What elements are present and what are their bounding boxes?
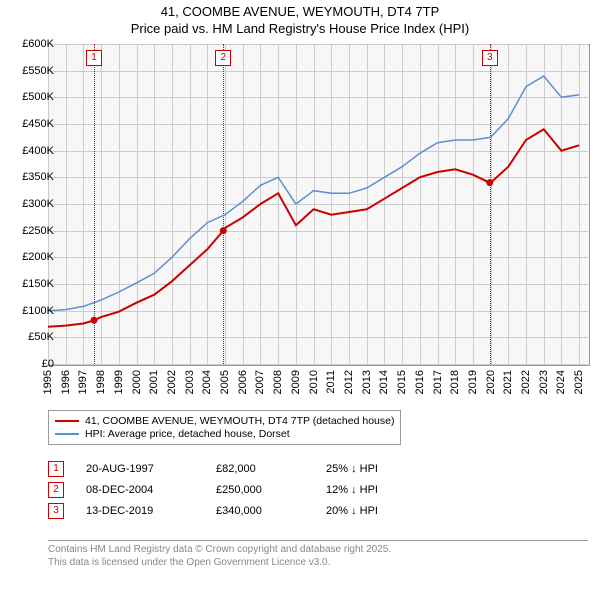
- legend-swatch: [55, 433, 79, 435]
- event-row: 2 08-DEC-2004£250,00012% ↓ HPI: [48, 482, 378, 498]
- chart-area: 1 2 3: [48, 44, 588, 364]
- xtick-label: 1999: [113, 370, 125, 394]
- gridline-h: [48, 364, 588, 365]
- event-marker: 3: [48, 503, 64, 519]
- ytick-label: £0: [42, 358, 54, 370]
- xtick-label: 2019: [467, 370, 479, 394]
- xtick-label: 2025: [573, 370, 585, 394]
- ytick-label: £200K: [22, 251, 54, 263]
- event-date: 08-DEC-2004: [86, 484, 216, 496]
- xtick-label: 2016: [414, 370, 426, 394]
- line-series-svg: [48, 44, 588, 364]
- ytick-label: £350K: [22, 171, 54, 183]
- ytick-label: £600K: [22, 38, 54, 50]
- sale-dot: [91, 317, 98, 324]
- title-subtitle: Price paid vs. HM Land Registry's House …: [0, 21, 600, 36]
- xtick-label: 2003: [184, 370, 196, 394]
- event-row: 3 13-DEC-2019£340,00020% ↓ HPI: [48, 503, 378, 519]
- sale-dot: [220, 227, 227, 234]
- event-row: 1 20-AUG-1997£82,00025% ↓ HPI: [48, 461, 378, 477]
- sale-marker-box: 3: [482, 50, 498, 66]
- legend-label: 41, COOMBE AVENUE, WEYMOUTH, DT4 7TP (de…: [85, 415, 394, 427]
- event-date: 20-AUG-1997: [86, 463, 216, 475]
- ytick-label: £550K: [22, 65, 54, 77]
- series-hpi: [48, 76, 579, 311]
- title-block: 41, COOMBE AVENUE, WEYMOUTH, DT4 7TP Pri…: [0, 0, 600, 36]
- legend: 41, COOMBE AVENUE, WEYMOUTH, DT4 7TP (de…: [48, 410, 401, 445]
- ytick-label: £250K: [22, 225, 54, 237]
- ytick-label: £500K: [22, 91, 54, 103]
- xtick-label: 2018: [449, 370, 461, 394]
- legend-row: HPI: Average price, detached house, Dors…: [55, 428, 394, 440]
- xtick-label: 2023: [538, 370, 550, 394]
- ytick-label: £400K: [22, 145, 54, 157]
- xtick-label: 2006: [237, 370, 249, 394]
- xtick-label: 2007: [254, 370, 266, 394]
- legend-label: HPI: Average price, detached house, Dors…: [85, 428, 290, 440]
- ytick-label: £300K: [22, 198, 54, 210]
- xtick-label: 2013: [361, 370, 373, 394]
- ytick-label: £100K: [22, 305, 54, 317]
- ytick-label: £150K: [22, 278, 54, 290]
- xtick-label: 2014: [378, 370, 390, 394]
- xtick-label: 2012: [343, 370, 355, 394]
- xtick-label: 2020: [485, 370, 497, 394]
- event-date: 13-DEC-2019: [86, 505, 216, 517]
- xtick-label: 2022: [520, 370, 532, 394]
- legend-swatch: [55, 420, 79, 422]
- xtick-label: 1995: [42, 370, 54, 394]
- event-marker: 2: [48, 482, 64, 498]
- series-price_paid: [48, 129, 579, 326]
- ytick-label: £450K: [22, 118, 54, 130]
- xtick-label: 2009: [290, 370, 302, 394]
- ytick-label: £50K: [28, 331, 54, 343]
- event-delta: 12% ↓ HPI: [326, 484, 378, 496]
- event-delta: 25% ↓ HPI: [326, 463, 378, 475]
- xtick-label: 2011: [325, 370, 337, 394]
- xtick-label: 2008: [272, 370, 284, 394]
- xtick-label: 2010: [308, 370, 320, 394]
- xtick-label: 2000: [131, 370, 143, 394]
- title-address: 41, COOMBE AVENUE, WEYMOUTH, DT4 7TP: [0, 4, 600, 19]
- footer-attribution: Contains HM Land Registry data © Crown c…: [48, 540, 588, 569]
- xtick-label: 2004: [201, 370, 213, 394]
- xtick-label: 1996: [60, 370, 72, 394]
- xtick-label: 2017: [432, 370, 444, 394]
- event-delta: 20% ↓ HPI: [326, 505, 378, 517]
- chart-container: 41, COOMBE AVENUE, WEYMOUTH, DT4 7TP Pri…: [0, 0, 600, 590]
- sale-dot: [486, 179, 493, 186]
- sale-events-table: 1 20-AUG-1997£82,00025% ↓ HPI 2 08-DEC-2004…: [48, 456, 378, 524]
- sale-marker-box: 2: [215, 50, 231, 66]
- xtick-label: 2005: [219, 370, 231, 394]
- event-price: £82,000: [216, 463, 326, 475]
- event-marker: 1: [48, 461, 64, 477]
- xtick-label: 2001: [148, 370, 160, 394]
- xtick-label: 2015: [396, 370, 408, 394]
- xtick-label: 2024: [555, 370, 567, 394]
- event-price: £250,000: [216, 484, 326, 496]
- footer-line2: This data is licensed under the Open Gov…: [48, 557, 588, 570]
- legend-row: 41, COOMBE AVENUE, WEYMOUTH, DT4 7TP (de…: [55, 415, 394, 427]
- xtick-label: 1998: [95, 370, 107, 394]
- xtick-label: 2021: [502, 370, 514, 394]
- event-price: £340,000: [216, 505, 326, 517]
- xtick-label: 2002: [166, 370, 178, 394]
- sale-marker-box: 1: [86, 50, 102, 66]
- xtick-label: 1997: [77, 370, 89, 394]
- footer-line1: Contains HM Land Registry data © Crown c…: [48, 544, 588, 557]
